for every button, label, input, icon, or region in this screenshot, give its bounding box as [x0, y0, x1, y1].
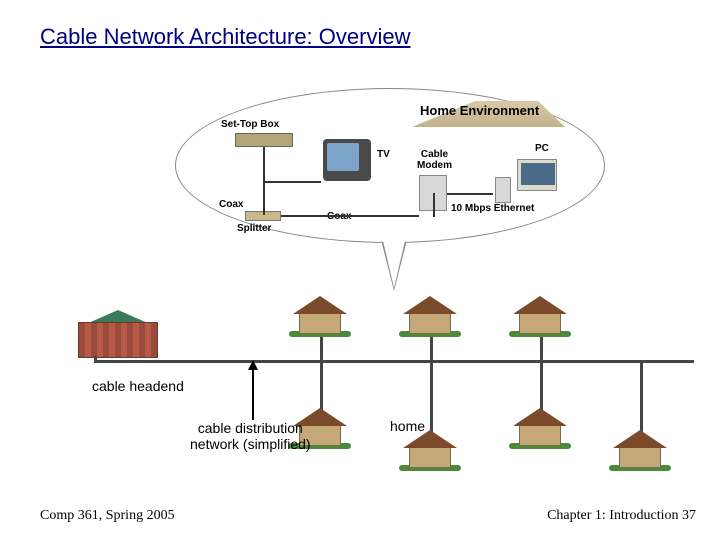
pc-monitor-icon — [517, 159, 557, 191]
home-icon — [403, 296, 457, 334]
ethernet-label: 10 Mbps Ethernet — [451, 203, 534, 214]
wire — [281, 215, 419, 217]
arrow-distribution-icon — [252, 368, 254, 420]
pc-tower-icon — [495, 177, 511, 203]
slide-title: Cable Network Architecture: Overview — [40, 24, 410, 50]
footer-right: Chapter 1: Introduction 37 — [547, 508, 696, 524]
tv-icon — [323, 139, 371, 181]
wire — [263, 181, 321, 183]
wire — [447, 193, 493, 195]
home-env-title: Home Environment — [420, 103, 539, 118]
footer-left: Comp 361, Spring 2005 — [40, 508, 175, 524]
home-icon — [513, 408, 567, 446]
home-label: home — [390, 418, 425, 434]
trunk-cable — [94, 360, 694, 363]
home-icon — [613, 430, 667, 468]
drop-cable — [640, 360, 643, 438]
distribution-label: cable distribution network (simplified) — [190, 420, 311, 452]
home-icon — [293, 296, 347, 334]
callout-tail — [380, 228, 408, 288]
cable-headend-icon — [78, 310, 158, 358]
home-icon — [513, 296, 567, 334]
wire — [433, 193, 435, 217]
home-icon — [403, 430, 457, 468]
tv-label: TV — [377, 149, 390, 160]
coax1-label: Coax — [219, 199, 243, 210]
set-top-box-icon — [235, 133, 293, 147]
drop-cable — [430, 360, 433, 438]
home-environment-detail: Home Environment Set-Top Box TV Cable Mo… — [215, 95, 565, 235]
modem-label: Cable Modem — [417, 149, 452, 171]
headend-label: cable headend — [92, 378, 184, 394]
splitter-label: Splitter — [237, 223, 271, 234]
settop-label: Set-Top Box — [221, 119, 279, 130]
pc-label: PC — [535, 143, 549, 154]
